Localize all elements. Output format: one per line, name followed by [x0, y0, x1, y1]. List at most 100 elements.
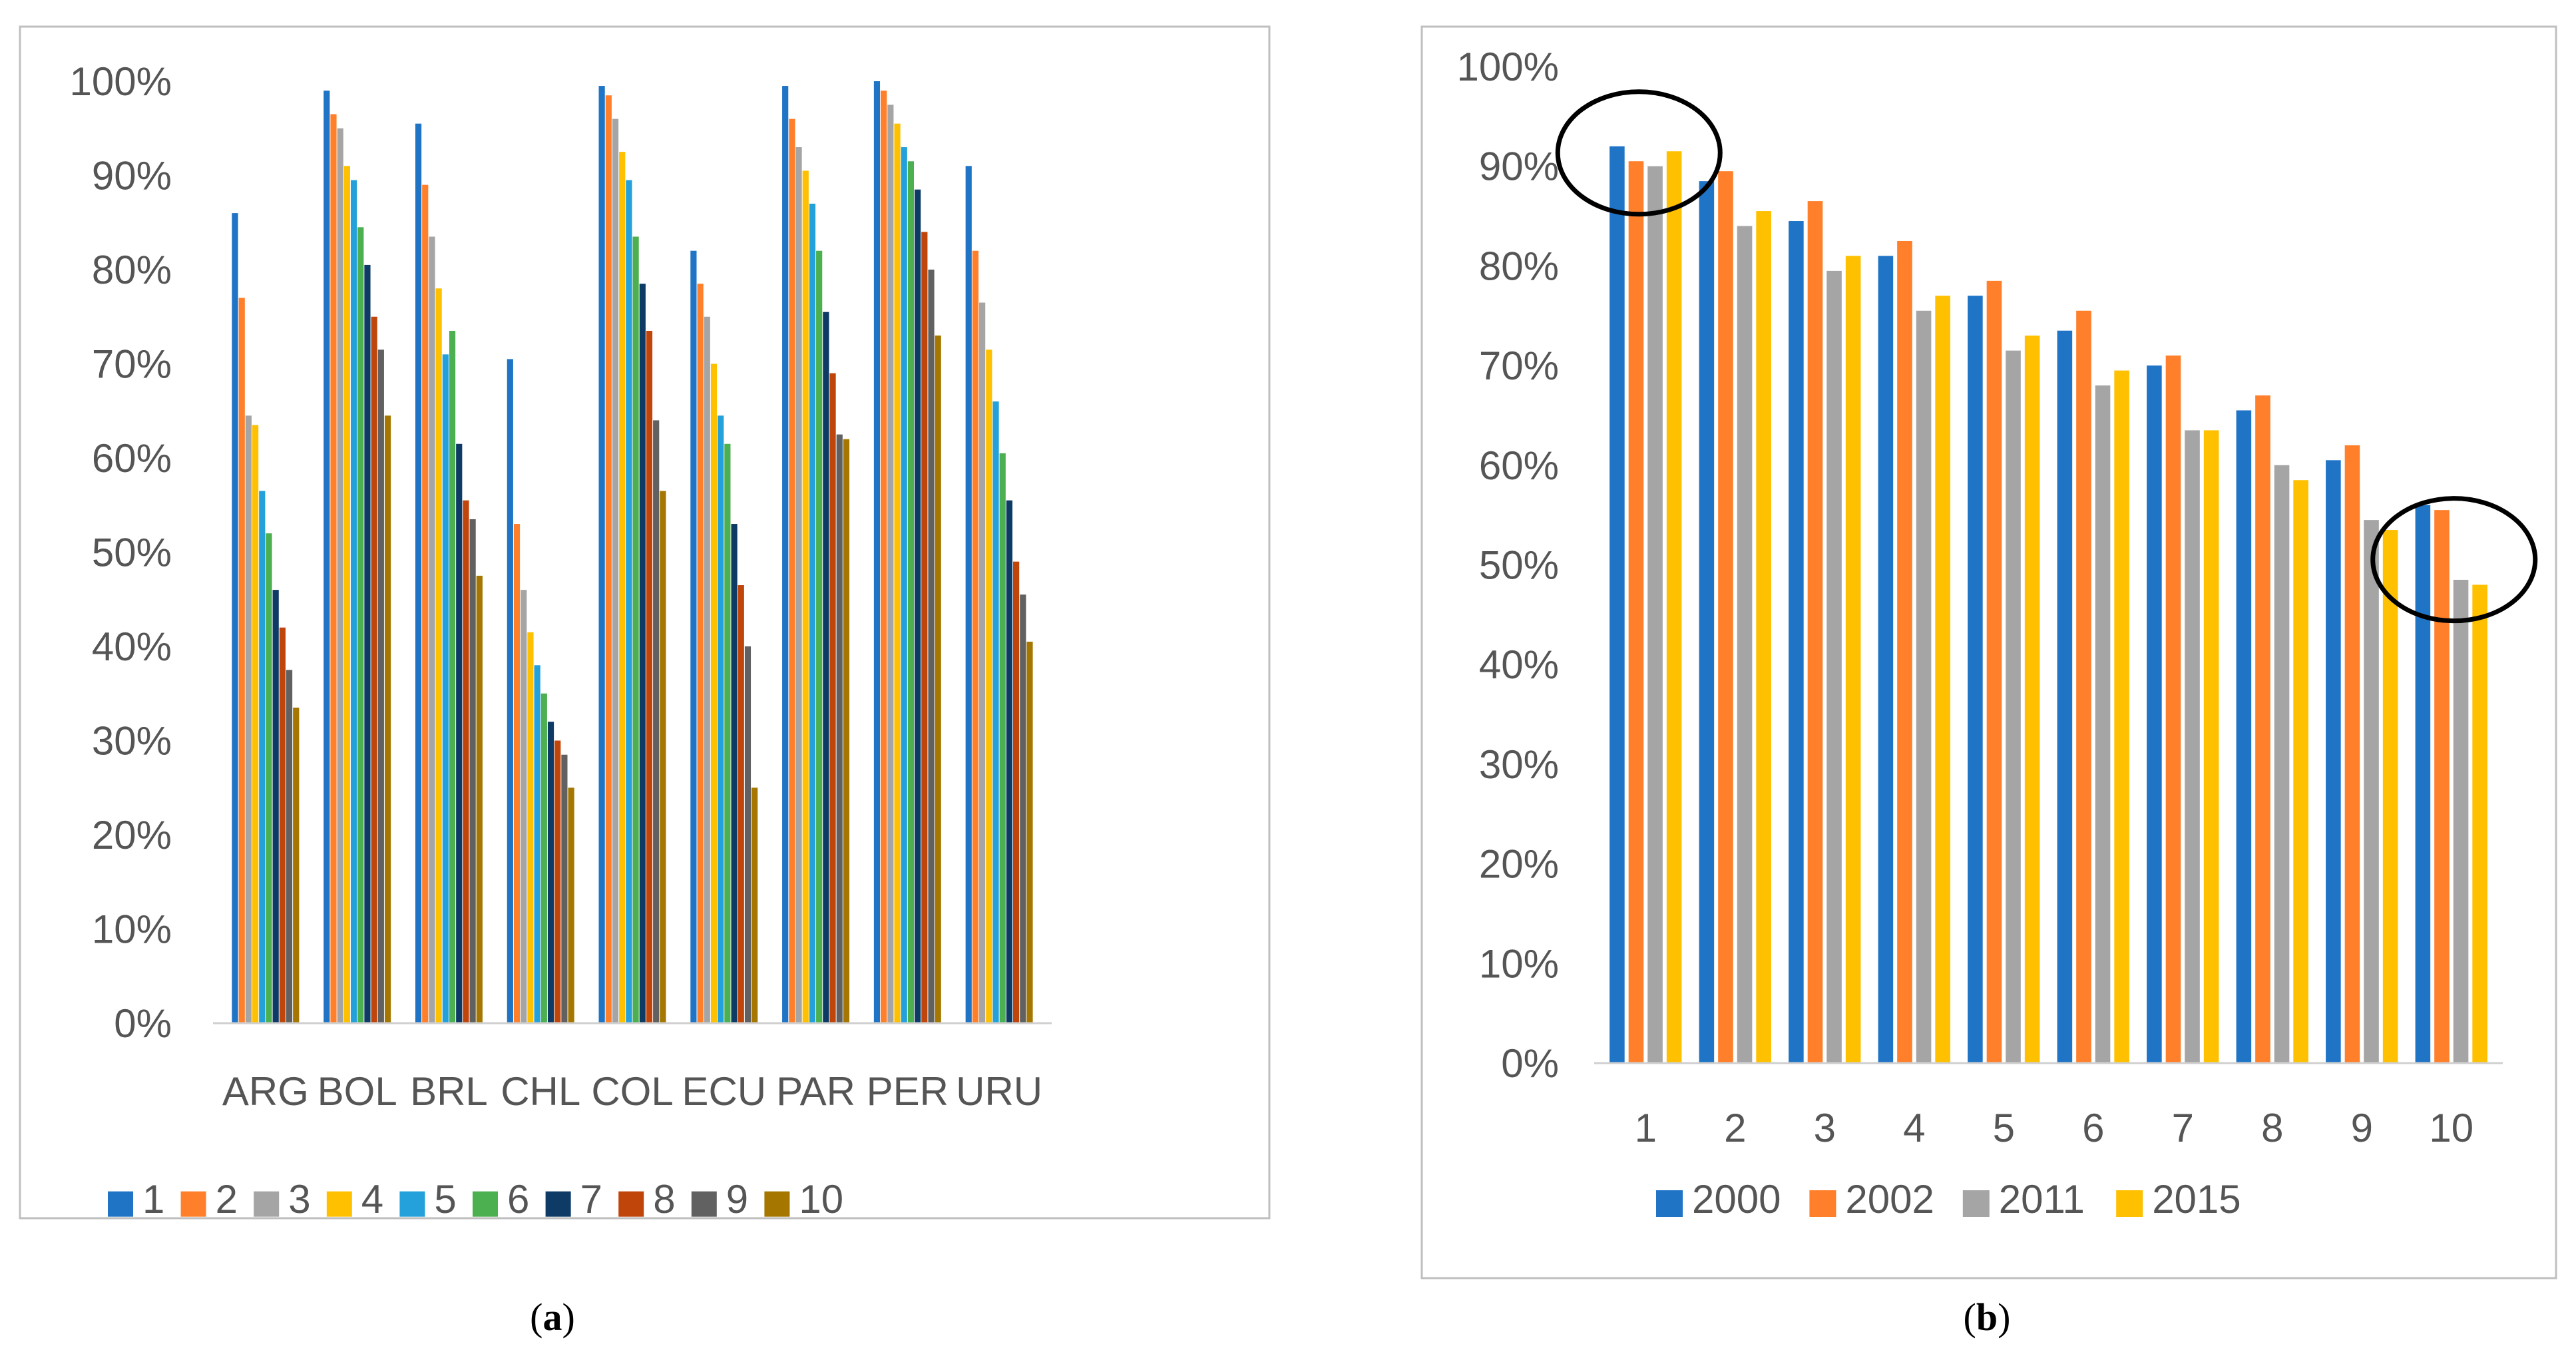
y-tick-label: 10%: [92, 907, 172, 952]
x-tick-label: 7: [2172, 1106, 2194, 1150]
bar-BRL-9: [469, 519, 476, 1023]
x-tick-label: 5: [1993, 1106, 2015, 1150]
bar-5-2015: [2024, 336, 2040, 1064]
y-tick-label: 30%: [92, 719, 172, 764]
bar-CHL-3: [521, 590, 527, 1023]
legend-label-5: 5: [434, 1177, 456, 1222]
y-tick-label: 80%: [1479, 244, 1559, 288]
bar-BRL-3: [429, 236, 435, 1024]
bar-PAR-6: [816, 250, 823, 1024]
bar-COL-7: [639, 284, 646, 1024]
legend-swatch-2002: [1809, 1190, 1836, 1217]
bar-BOL-1: [323, 91, 330, 1023]
bar-6-2015: [2114, 370, 2129, 1064]
x-tick-label: BOL: [318, 1069, 397, 1114]
bar-CHL-2: [513, 524, 521, 1023]
bar-PER-7: [915, 189, 921, 1024]
x-tick-label: 9: [2351, 1106, 2373, 1150]
x-tick-label: PAR: [776, 1069, 855, 1114]
legend-swatch-1: [108, 1191, 133, 1217]
legend-swatch-3: [254, 1191, 280, 1217]
bar-ARG-7: [272, 590, 279, 1023]
bar-PER-5: [901, 147, 907, 1023]
bar-BRL-6: [449, 330, 456, 1024]
bar-ARG-6: [266, 533, 272, 1023]
bar-BRL-4: [435, 288, 442, 1023]
y-tick-label: 10%: [1479, 941, 1559, 986]
bar-PAR-5: [809, 203, 816, 1024]
legend-swatch-10: [764, 1191, 790, 1217]
bar-BOL-6: [357, 227, 364, 1024]
bar-2-2015: [1756, 211, 1771, 1064]
bar-7-2015: [2203, 430, 2219, 1063]
bar-BOL-7: [364, 264, 371, 1023]
bar-PER-6: [907, 161, 915, 1023]
y-tick-label: 0%: [114, 1001, 172, 1046]
legend-label-7: 7: [580, 1177, 602, 1222]
bar-ECU-4: [710, 363, 718, 1023]
bar-PER-8: [921, 232, 928, 1023]
bar-BOL-10: [384, 415, 391, 1023]
bar-8-2002: [2255, 395, 2270, 1063]
x-tick-label: URU: [956, 1069, 1042, 1114]
x-tick-label: BRL: [410, 1069, 488, 1114]
bar-BRL-7: [456, 443, 463, 1023]
bar-10-2000: [2415, 505, 2431, 1063]
bar-ARG-9: [286, 670, 293, 1023]
highlight-circle-1: [1555, 89, 1723, 217]
x-tick-label: 3: [1814, 1106, 1836, 1150]
bar-COL-4: [619, 152, 626, 1023]
chart-b: 0% 10% 20% 30% 40% 50% 60% 70% 80% 90% 100% 1 2 3 4 5 6 7…: [1420, 25, 2557, 1279]
bar-8-2000: [2236, 410, 2252, 1063]
bar-ECU-2: [697, 284, 704, 1024]
bar-10-2015: [2472, 584, 2487, 1063]
bar-PAR-4: [802, 170, 809, 1023]
y-tick-label: 80%: [92, 248, 172, 292]
legend-label-2000: 2000: [1692, 1177, 1781, 1222]
chart-frame: [19, 25, 1271, 1220]
y-tick-label: 40%: [92, 624, 172, 669]
y-tick-label: 90%: [1479, 144, 1559, 189]
bar-PER-10: [935, 336, 941, 1023]
bar-9-2002: [2344, 445, 2360, 1063]
x-tick-label: 4: [1903, 1106, 1925, 1150]
bar-9-2015: [2382, 530, 2398, 1063]
y-tick-label: 30%: [1479, 742, 1559, 787]
bar-ECU-5: [718, 415, 724, 1023]
x-tick-label: PER: [867, 1069, 949, 1114]
bar-7-2000: [2147, 365, 2162, 1063]
bar-10-2011: [2453, 579, 2469, 1063]
legend-swatch-6: [473, 1191, 498, 1217]
chart-panel-b: 0% 10% 20% 30% 40% 50% 60% 70% 80% 90% 100% 1 2 3 4 5 6 7…: [1411, 0, 2576, 1361]
bar-8-2011: [2274, 465, 2290, 1063]
bar-BOL-8: [371, 316, 377, 1023]
legend-label-2: 2: [216, 1177, 238, 1222]
bar-10-2002: [2434, 510, 2450, 1063]
legend-swatch-9: [691, 1191, 717, 1217]
bar-ECU-10: [751, 788, 758, 1023]
bar-5-2000: [1968, 296, 1983, 1063]
bar-PAR-10: [843, 439, 850, 1023]
bar-CHL-9: [561, 754, 568, 1023]
bar-ARG-10: [293, 707, 300, 1023]
bar-COL-2: [605, 95, 612, 1024]
bar-7-2011: [2185, 430, 2200, 1063]
legend-label-6: 6: [507, 1177, 529, 1222]
legend-label-10: 10: [799, 1177, 843, 1222]
legend-label-1: 1: [142, 1177, 164, 1222]
bar-PAR-7: [823, 312, 829, 1023]
bar-2-2011: [1737, 226, 1753, 1063]
x-tick-label: CHL: [501, 1069, 580, 1114]
legend-swatch-5: [399, 1191, 425, 1217]
y-tick-label: 40%: [1479, 642, 1559, 687]
bar-COL-3: [612, 118, 619, 1024]
highlight-circle-10: [2370, 496, 2538, 624]
bar-6-2002: [2076, 310, 2091, 1063]
bar-5-2002: [1986, 280, 2002, 1064]
bar-3-2000: [1789, 221, 1804, 1063]
bar-BRL-10: [476, 575, 483, 1023]
legend-swatch-8: [618, 1191, 644, 1217]
bar-CHL-8: [554, 740, 561, 1023]
bar-9-2011: [2364, 520, 2379, 1063]
x-tick-label: ECU: [682, 1069, 766, 1114]
